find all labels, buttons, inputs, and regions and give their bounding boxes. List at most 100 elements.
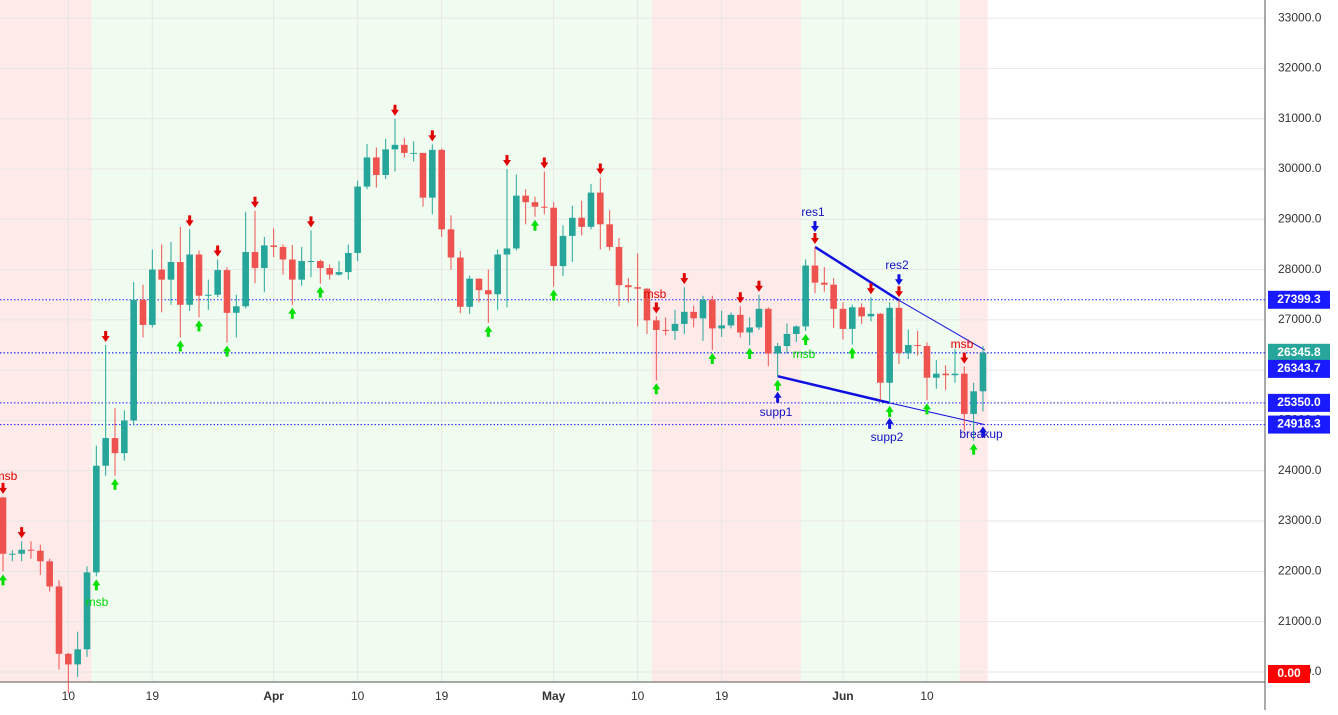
x-tick-label: 19	[146, 689, 160, 703]
signal-arrow	[885, 417, 894, 429]
candle-body	[774, 346, 781, 354]
signal-arrow	[652, 383, 661, 395]
candle-body	[149, 269, 156, 325]
signal-arrow	[894, 274, 903, 286]
annotation: supp2	[871, 430, 904, 444]
candle-body	[401, 144, 408, 153]
candle-body	[46, 561, 53, 587]
signal-arrow	[652, 302, 661, 314]
candle-body	[578, 217, 585, 227]
candle-body	[737, 314, 744, 333]
price-label: 26343.7	[1277, 361, 1321, 375]
signal-arrow	[176, 340, 185, 352]
candle-body	[569, 217, 576, 236]
price-label-bg	[1268, 290, 1330, 309]
signal-arrow	[680, 273, 689, 285]
candle-body	[979, 352, 987, 392]
signal-arrow	[530, 219, 539, 231]
x-tick-label: Apr	[263, 689, 284, 703]
price-label: 27399.3	[1277, 292, 1321, 306]
x-tick-label: 19	[435, 689, 449, 703]
y-tick-label: 31000.0	[1278, 111, 1322, 125]
candle-body	[0, 497, 7, 554]
signal-arrow	[0, 574, 7, 586]
candle-body	[186, 254, 193, 305]
candle-body	[65, 653, 72, 665]
candle-body	[615, 246, 623, 286]
price-label-bg	[1268, 415, 1330, 434]
candle-body	[429, 149, 436, 198]
signal-arrow	[250, 196, 259, 208]
background-zone	[0, 0, 92, 682]
candle-body	[205, 294, 212, 296]
candle-body	[886, 307, 893, 383]
candle-body	[783, 333, 791, 347]
trendline	[898, 299, 986, 351]
candle-body	[27, 549, 35, 551]
price-label-bg	[1268, 393, 1330, 412]
indicator-label-bg	[1268, 665, 1310, 683]
candle-body	[923, 346, 931, 378]
x-tick-label: 19	[715, 689, 729, 703]
trendline	[777, 374, 890, 405]
annotation: breakup	[959, 427, 1003, 441]
signal-arrow	[316, 286, 325, 298]
candle-body	[335, 272, 343, 275]
candle-body	[447, 229, 455, 258]
signal-arrow	[213, 245, 222, 257]
candle-body	[382, 149, 389, 176]
signal-arrow	[810, 220, 819, 232]
candle-body	[9, 553, 16, 555]
candle-body	[74, 649, 81, 665]
signal-arrow	[978, 426, 987, 438]
annotation: supp1	[760, 405, 793, 419]
signal-arrow	[110, 478, 119, 490]
candle-body	[793, 326, 800, 334]
signal-arrow	[306, 216, 315, 228]
signal-arrow	[894, 286, 903, 298]
candle-body	[167, 262, 175, 280]
candle-body	[718, 325, 725, 329]
signal-arrow	[960, 352, 969, 364]
candle-body	[830, 284, 837, 309]
signal-arrow	[194, 320, 203, 332]
signal-arrow	[754, 280, 763, 292]
candle-body	[279, 246, 287, 260]
annotation: msb	[86, 595, 109, 609]
y-tick-label: 23000.0	[1278, 513, 1322, 527]
candle-body	[326, 268, 333, 275]
price-label: 25350.0	[1277, 395, 1321, 409]
candle-body	[821, 282, 828, 285]
signal-arrow	[101, 331, 110, 343]
candle-body	[214, 270, 221, 295]
candle-body	[261, 245, 268, 269]
candle-body	[662, 329, 669, 331]
candle-body	[606, 224, 613, 247]
candle-body	[970, 391, 977, 414]
annotation: msb	[0, 469, 18, 483]
candle-body	[867, 313, 875, 317]
y-tick-label: 33000.0	[1278, 10, 1322, 24]
annotation: res1	[801, 205, 825, 219]
candle-body	[419, 152, 427, 198]
candle-body	[391, 144, 399, 150]
signal-arrow	[502, 154, 511, 166]
signal-arrow	[801, 333, 810, 345]
candle-body	[895, 307, 903, 354]
signal-arrow	[773, 391, 782, 403]
y-tick-label: 22000.0	[1278, 564, 1322, 578]
signal-arrow	[17, 527, 26, 539]
candle-body	[93, 465, 100, 573]
candle-body	[914, 345, 921, 347]
candle-body	[513, 195, 520, 249]
x-tick-label: 10	[62, 689, 76, 703]
candle-body	[317, 261, 324, 269]
candle-body	[438, 149, 445, 230]
annotation: msb	[644, 287, 667, 301]
signal-arrow	[390, 104, 399, 116]
candle-body	[765, 308, 772, 354]
signal-arrow	[810, 232, 819, 244]
candle-body	[699, 299, 707, 319]
candle-body	[363, 157, 371, 187]
